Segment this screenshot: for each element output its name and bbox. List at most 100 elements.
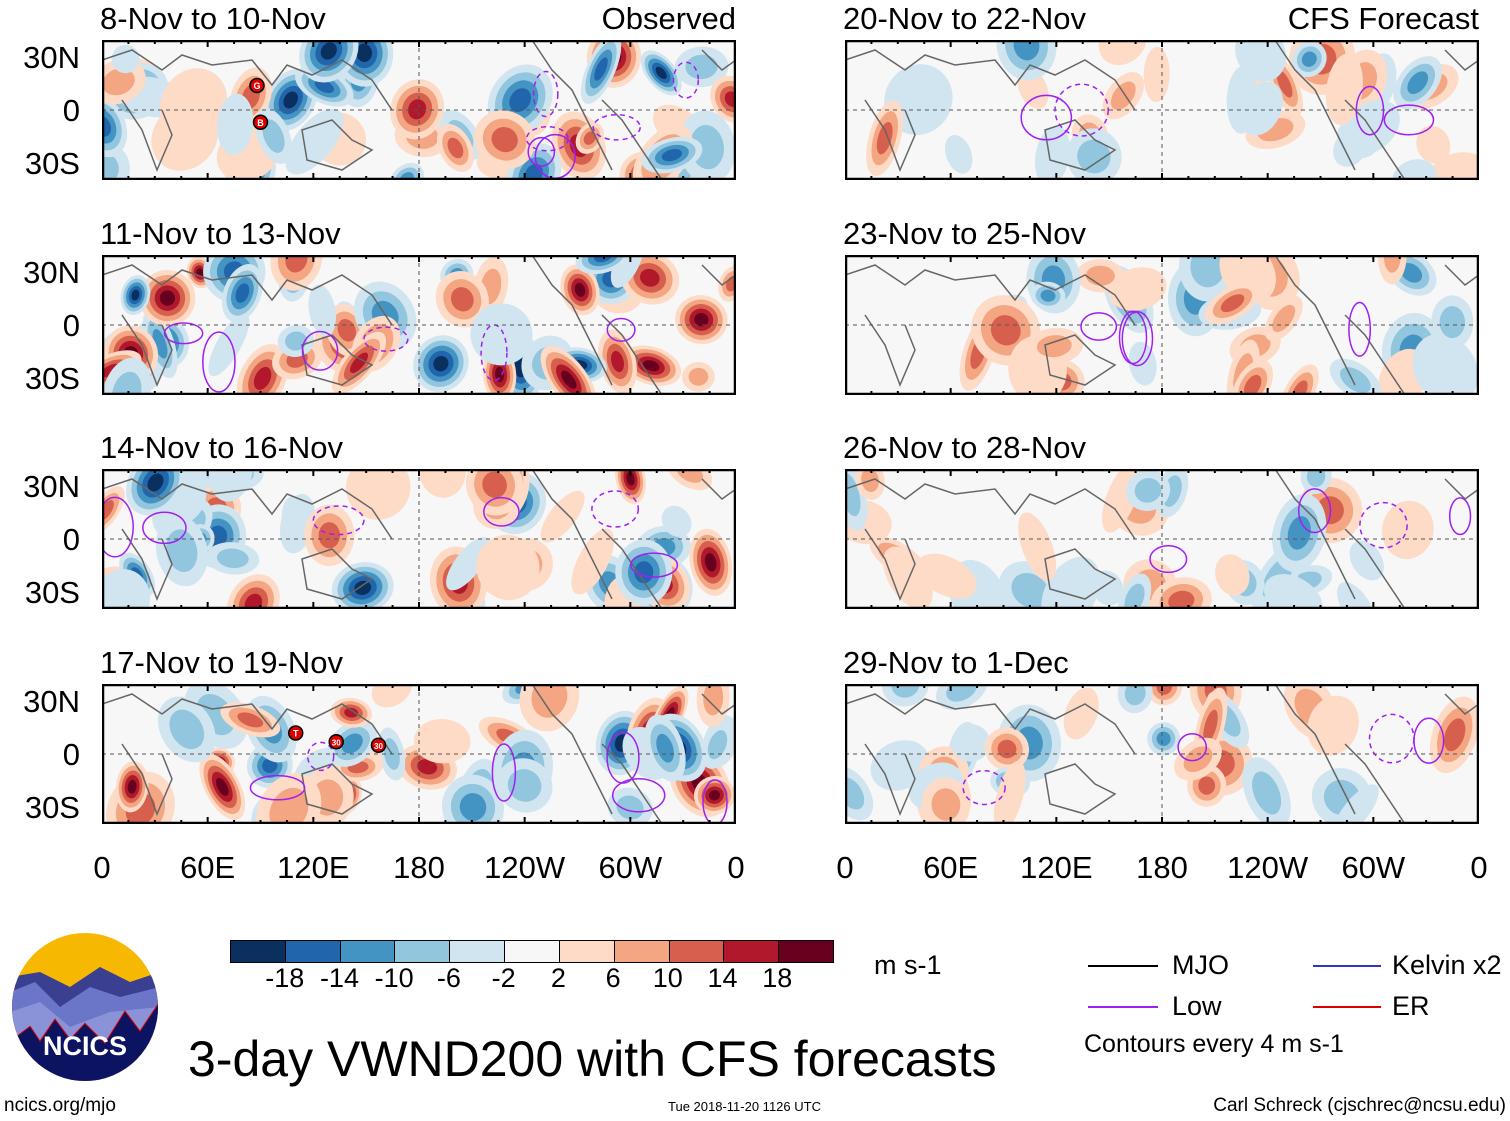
positive-anomaly <box>304 504 355 566</box>
coastline <box>102 684 736 824</box>
negative-anomaly <box>935 684 988 710</box>
colorbar-swatch <box>394 941 450 962</box>
positive-anomaly <box>984 727 1030 771</box>
storm-label: 30 <box>374 742 383 751</box>
panel-title: 20-Nov to 22-Nov <box>843 1 1086 36</box>
storm-icon[interactable]: T <box>287 725 304 741</box>
lat-label: 0 <box>62 93 80 128</box>
lon-label: 120E <box>277 850 350 885</box>
footer-link[interactable]: ncics.org/mjo <box>4 1095 116 1116</box>
colorbar-label: 18 <box>762 963 793 993</box>
negative-anomaly <box>102 569 151 609</box>
low-contour <box>1297 488 1332 534</box>
negative-anomaly <box>217 93 254 156</box>
storm-icon[interactable]: 30 <box>328 734 344 750</box>
positive-anomaly <box>435 271 489 328</box>
colorbar-swatch <box>339 941 395 962</box>
positive-anomaly <box>1325 53 1363 126</box>
positive-anomaly <box>1150 577 1212 609</box>
colorbar-swatch <box>668 941 724 962</box>
positive-anomaly <box>1232 359 1274 395</box>
negative-anomaly <box>285 108 344 175</box>
mjo-line <box>1088 965 1158 967</box>
header-forecast: CFS Forecast <box>1287 1 1479 36</box>
negative-anomaly <box>327 720 377 767</box>
negative-anomaly <box>701 720 734 769</box>
negative-anomaly <box>142 309 178 379</box>
lon-label: 0 <box>727 850 745 885</box>
colorbar-label: 2 <box>550 963 566 993</box>
lat-label: 30N <box>23 684 80 719</box>
kelvin-line <box>1313 965 1381 967</box>
positive-anomaly <box>1215 554 1250 596</box>
panel-title: 29-Nov to 1-Dec <box>843 645 1069 680</box>
storm-label: B <box>257 118 264 128</box>
colorbar-label: -6 <box>436 963 461 993</box>
lat-label: 30N <box>23 255 80 290</box>
ncics-logo: NCICS <box>10 932 160 1082</box>
negative-anomaly <box>1125 469 1171 511</box>
low-contour <box>606 731 640 784</box>
negative-anomaly <box>1431 295 1474 349</box>
lat-label: 30N <box>23 40 80 75</box>
lat-label: 30S <box>24 575 80 610</box>
positive-anomaly <box>1429 696 1479 774</box>
positive-anomaly <box>993 760 1026 824</box>
coastline <box>102 40 736 180</box>
map-panel <box>845 255 1479 395</box>
lon-label: 60W <box>1341 850 1406 885</box>
low-contour <box>606 317 636 342</box>
storm-icon[interactable]: 30 <box>370 737 387 753</box>
storm-label: T <box>293 729 299 739</box>
low-contour <box>163 322 204 345</box>
storm-icon[interactable]: G <box>249 77 265 94</box>
map-panel <box>845 40 1479 180</box>
positive-anomaly <box>413 718 471 764</box>
low-contour <box>249 774 306 801</box>
main-title: 3-day VWND200 with CFS forecasts <box>188 1031 997 1087</box>
positive-anomaly <box>115 761 149 813</box>
positive-anomaly <box>666 469 713 491</box>
low-contour <box>142 511 187 545</box>
positive-anomaly <box>575 122 604 154</box>
negative-anomaly <box>607 787 653 824</box>
positive-anomaly <box>476 534 540 601</box>
negative-anomaly <box>610 255 645 288</box>
lat-label: 0 <box>62 737 80 772</box>
panel-title: 11-Nov to 13-Nov <box>100 216 341 251</box>
low-contour <box>1355 85 1385 136</box>
lon-label: 120E <box>1020 850 1093 885</box>
low-contour <box>532 70 559 118</box>
negative-anomaly <box>111 44 140 74</box>
low-contour <box>1177 733 1208 762</box>
lon-label: 120W <box>484 850 566 885</box>
negative-anomaly <box>1412 333 1479 395</box>
colorbar-swatch <box>504 941 559 962</box>
positive-anomaly <box>1416 125 1451 164</box>
low-contour <box>202 331 236 393</box>
colorbar-label: 14 <box>707 963 738 993</box>
low-contour <box>491 743 517 802</box>
low-contour <box>630 552 679 578</box>
negative-anomaly <box>951 723 991 762</box>
low-contour <box>1383 104 1435 136</box>
positive-anomaly <box>921 777 971 824</box>
negative-anomaly <box>206 542 260 575</box>
storm-icon[interactable]: B <box>252 114 269 130</box>
coastline <box>845 255 1479 395</box>
low-contour <box>525 125 569 152</box>
positive-anomaly <box>371 684 413 708</box>
negative-anomaly <box>1066 128 1122 180</box>
low-contour <box>363 326 409 352</box>
negative-anomaly <box>1329 358 1382 395</box>
negative-anomaly <box>674 46 729 88</box>
negative-anomaly <box>1117 573 1152 609</box>
positive-anomaly <box>1063 687 1099 740</box>
negative-anomaly <box>1034 125 1071 180</box>
legend-er: ER <box>1392 991 1430 1021</box>
lon-label: 180 <box>393 850 445 885</box>
lon-label: 60W <box>598 850 663 885</box>
colorbar-swatch <box>613 941 669 962</box>
positive-anomaly <box>1429 152 1479 180</box>
negative-anomaly <box>1291 41 1327 78</box>
